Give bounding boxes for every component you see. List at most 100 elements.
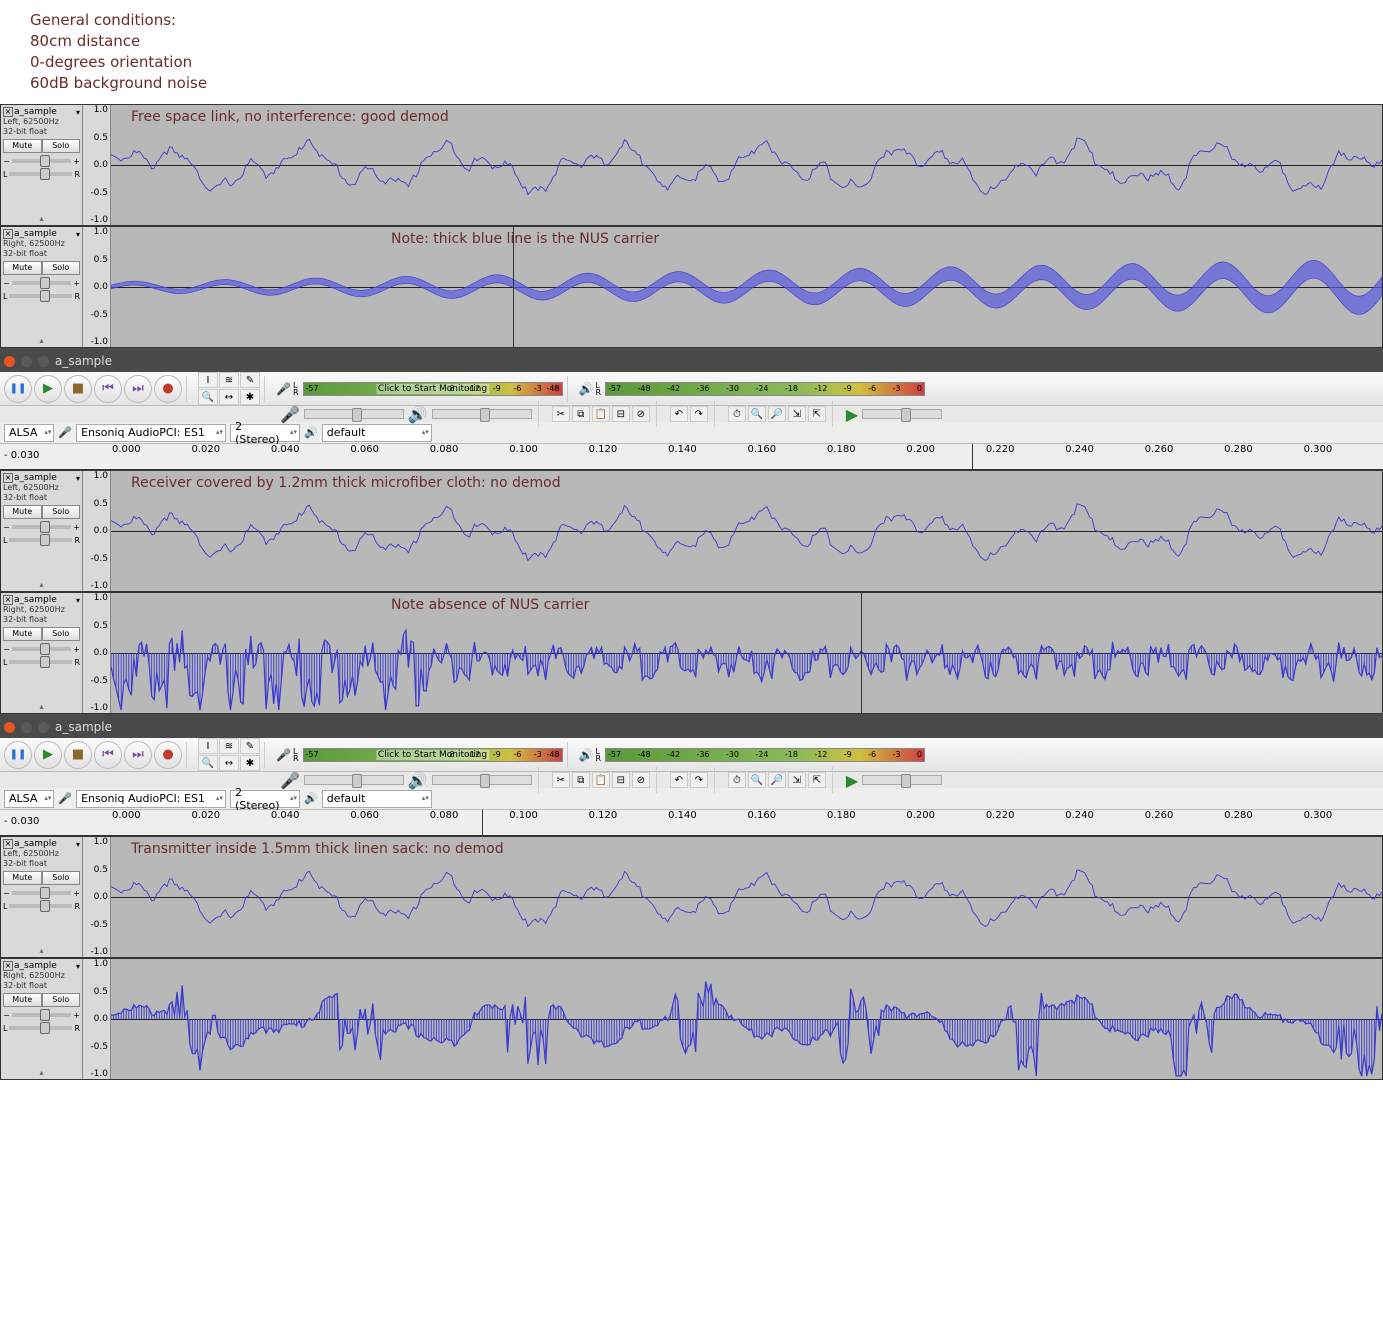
pan-slider[interactable] [9,660,72,664]
skip-end-button[interactable] [124,375,152,403]
close-window-icon[interactable] [4,356,15,367]
selection-tool-icon[interactable]: I [198,738,218,754]
recording-meter[interactable]: -57-48 Click to Start Monitoring 8-12-9-… [303,748,563,762]
zoom-in-icon[interactable]: 🔍 [748,406,766,422]
draw-tool-icon[interactable]: ✎ [240,372,260,388]
mute-button[interactable]: Mute [3,871,42,885]
gain-slider[interactable] [12,281,72,285]
host-dropdown[interactable]: ALSA [4,790,54,808]
track-menu-button[interactable]: ▾ [76,962,80,971]
copy-icon[interactable]: ⧉ [572,772,590,788]
channels-dropdown[interactable]: 2 (Stereo) [230,424,300,442]
solo-button[interactable]: Solo [42,871,81,885]
collapse-track-button[interactable]: ▴ [39,946,43,955]
waveform-display[interactable]: Free space link, no interference: good d… [111,105,1382,225]
gain-slider[interactable] [12,1013,72,1017]
mute-button[interactable]: Mute [3,139,42,153]
pan-slider[interactable] [9,294,72,298]
redo-icon[interactable]: ↷ [690,406,708,422]
trim-icon[interactable]: ⊟ [612,406,630,422]
playback-meter[interactable]: -57-48-42-36-30-24-18-12-9-6-30 [605,382,925,396]
solo-button[interactable]: Solo [42,139,81,153]
collapse-track-button[interactable]: ▴ [39,336,43,345]
undo-icon[interactable]: ↶ [670,406,688,422]
close-track-button[interactable]: × [3,839,13,849]
pause-button[interactable] [4,741,32,769]
playback-volume-slider[interactable] [432,409,532,419]
selection-tool-icon[interactable]: I [198,372,218,388]
track-menu-button[interactable]: ▾ [76,230,80,239]
collapse-track-button[interactable]: ▴ [39,1068,43,1077]
collapse-track-button[interactable]: ▴ [39,214,43,223]
channels-dropdown[interactable]: 2 (Stereo) [230,790,300,808]
sync-lock-icon[interactable]: ⏱ [728,406,746,422]
solo-button[interactable]: Solo [42,261,81,275]
waveform-display[interactable]: Receiver covered by 1.2mm thick microfib… [111,471,1382,591]
close-track-button[interactable]: × [3,107,13,117]
solo-button[interactable]: Solo [42,993,81,1007]
fit-selection-icon[interactable]: ⇲ [788,406,806,422]
playback-meter[interactable]: -57-48-42-36-30-24-18-12-9-6-30 [605,748,925,762]
close-window-icon[interactable] [4,722,15,733]
cut-icon[interactable]: ✂ [552,406,570,422]
maximize-window-icon[interactable] [38,356,49,367]
copy-icon[interactable]: ⧉ [572,406,590,422]
fit-project-icon[interactable]: ⇱ [808,406,826,422]
track-menu-button[interactable]: ▾ [76,596,80,605]
draw-tool-icon[interactable]: ✎ [240,738,260,754]
silence-icon[interactable]: ⊘ [632,406,650,422]
recording-volume-slider[interactable] [304,409,404,419]
playback-device-dropdown[interactable]: default [322,790,432,808]
record-button[interactable] [154,375,182,403]
paste-icon[interactable]: 📋 [592,406,610,422]
play-button[interactable] [34,375,62,403]
recording-volume-slider[interactable] [304,775,404,785]
envelope-tool-icon[interactable]: ≋ [219,738,239,754]
recording-device-dropdown[interactable]: Ensoniq AudioPCI: ES1 [76,424,226,442]
play-button[interactable] [34,741,62,769]
minimize-window-icon[interactable] [21,356,32,367]
mute-button[interactable]: Mute [3,627,42,641]
pan-slider[interactable] [9,172,72,176]
paste-icon[interactable]: 📋 [592,772,610,788]
playback-volume-slider[interactable] [432,775,532,785]
waveform-display[interactable]: Note absence of NUS carrier [111,593,1382,713]
waveform-display[interactable]: Note: thick blue line is the NUS carrier [111,227,1382,347]
solo-button[interactable]: Solo [42,627,81,641]
stop-button[interactable] [64,375,92,403]
skip-start-button[interactable] [94,741,122,769]
maximize-window-icon[interactable] [38,722,49,733]
fit-project-icon[interactable]: ⇱ [808,772,826,788]
close-track-button[interactable]: × [3,473,13,483]
close-track-button[interactable]: × [3,595,13,605]
record-button[interactable] [154,741,182,769]
mute-button[interactable]: Mute [3,261,42,275]
multi-tool-icon[interactable]: ✱ [240,755,260,771]
recording-device-dropdown[interactable]: Ensoniq AudioPCI: ES1 [76,790,226,808]
play-at-speed-icon[interactable]: ▶ [846,771,858,790]
timeshift-tool-icon[interactable]: ↔ [219,755,239,771]
track-menu-button[interactable]: ▾ [76,108,80,117]
track-menu-button[interactable]: ▾ [76,840,80,849]
playback-speed-slider[interactable] [862,409,942,419]
pause-button[interactable] [4,375,32,403]
gain-slider[interactable] [12,525,72,529]
gain-slider[interactable] [12,159,72,163]
zoom-out-icon[interactable]: 🔎 [768,772,786,788]
time-ruler[interactable]: - 0.030 0.0000.0200.0400.0600.0800.1000.… [0,810,1383,836]
pan-slider[interactable] [9,1026,72,1030]
multi-tool-icon[interactable]: ✱ [240,389,260,405]
zoom-tool-icon[interactable]: 🔍 [198,389,218,405]
gain-slider[interactable] [12,891,72,895]
cut-icon[interactable]: ✂ [552,772,570,788]
skip-end-button[interactable] [124,741,152,769]
zoom-tool-icon[interactable]: 🔍 [198,755,218,771]
time-ruler[interactable]: - 0.030 0.0000.0200.0400.0600.0800.1000.… [0,444,1383,470]
collapse-track-button[interactable]: ▴ [39,702,43,711]
fit-selection-icon[interactable]: ⇲ [788,772,806,788]
host-dropdown[interactable]: ALSA [4,424,54,442]
silence-icon[interactable]: ⊘ [632,772,650,788]
mute-button[interactable]: Mute [3,993,42,1007]
play-at-speed-icon[interactable]: ▶ [846,405,858,424]
pan-slider[interactable] [9,538,72,542]
